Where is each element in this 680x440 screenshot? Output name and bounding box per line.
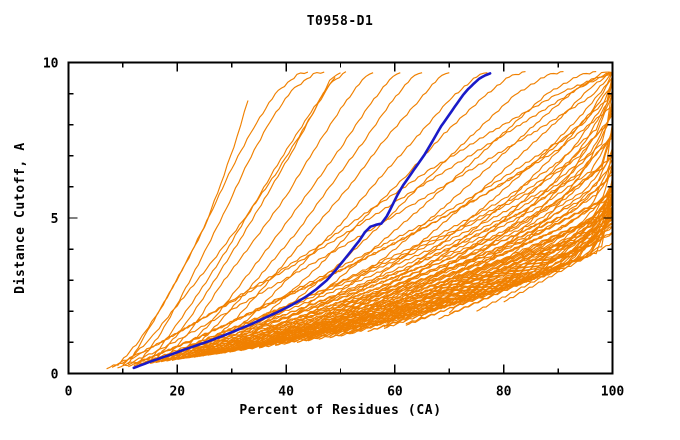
prediction-curve [187, 72, 423, 356]
prediction-curve [106, 71, 613, 370]
x-axis-title: Percent of Residues (CA) [239, 403, 441, 418]
prediction-curve [285, 71, 613, 343]
prediction-curve [166, 137, 613, 361]
prediction-curve [204, 173, 613, 356]
prediction-curve [122, 73, 613, 367]
prediction-curve [503, 242, 613, 303]
y-tick-label: 0 [51, 368, 59, 383]
prediction-curve [367, 232, 613, 333]
prediction-curve [165, 72, 374, 359]
prediction-curve [383, 80, 614, 328]
x-tick-label: 0 [65, 385, 73, 400]
prediction-curve [236, 184, 613, 351]
prediction-curve [176, 72, 401, 357]
y-axis-title: Distance Cutoff, A [13, 142, 28, 294]
prediction-curve [149, 114, 613, 364]
prediction-curve [329, 76, 613, 337]
x-tick-label: 80 [496, 385, 512, 400]
axis-layer [67, 61, 614, 375]
prediction-curve [198, 72, 450, 354]
highlight-curve [132, 72, 492, 370]
x-tick-label: 40 [278, 385, 294, 400]
prediction-curve [155, 111, 614, 363]
prediction-curve [149, 71, 347, 362]
prediction-curve [307, 70, 614, 340]
prediction-curve [171, 133, 614, 361]
prediction-curve [138, 71, 325, 363]
prediction-curve [405, 219, 613, 325]
y-tick-label: 5 [51, 212, 59, 227]
x-tick-label: 20 [169, 385, 185, 400]
prediction-curve [263, 71, 613, 346]
x-tick-label: 100 [601, 385, 625, 400]
prediction-curve [356, 80, 614, 332]
prediction-curve [117, 100, 249, 367]
prediction-curve [476, 193, 614, 312]
y-tick-label: 10 [43, 57, 59, 72]
curve-layer [106, 70, 614, 370]
prediction-curve [139, 130, 614, 366]
prediction-curve [155, 72, 341, 360]
prediction-curve [247, 71, 597, 348]
prediction-curve [416, 93, 614, 322]
prediction-curve [111, 71, 613, 368]
x-tick-label: 60 [387, 385, 403, 400]
page-title: T0958-D1 [306, 14, 374, 29]
prediction-curve [209, 72, 488, 353]
axis-label-layer: 0 20 40 60 80 100 0 5 10 Percent of Residues (CA)… [13, 57, 624, 419]
prediction-curve [448, 99, 614, 314]
prediction-curve [220, 71, 526, 351]
prediction-curve [122, 77, 336, 366]
